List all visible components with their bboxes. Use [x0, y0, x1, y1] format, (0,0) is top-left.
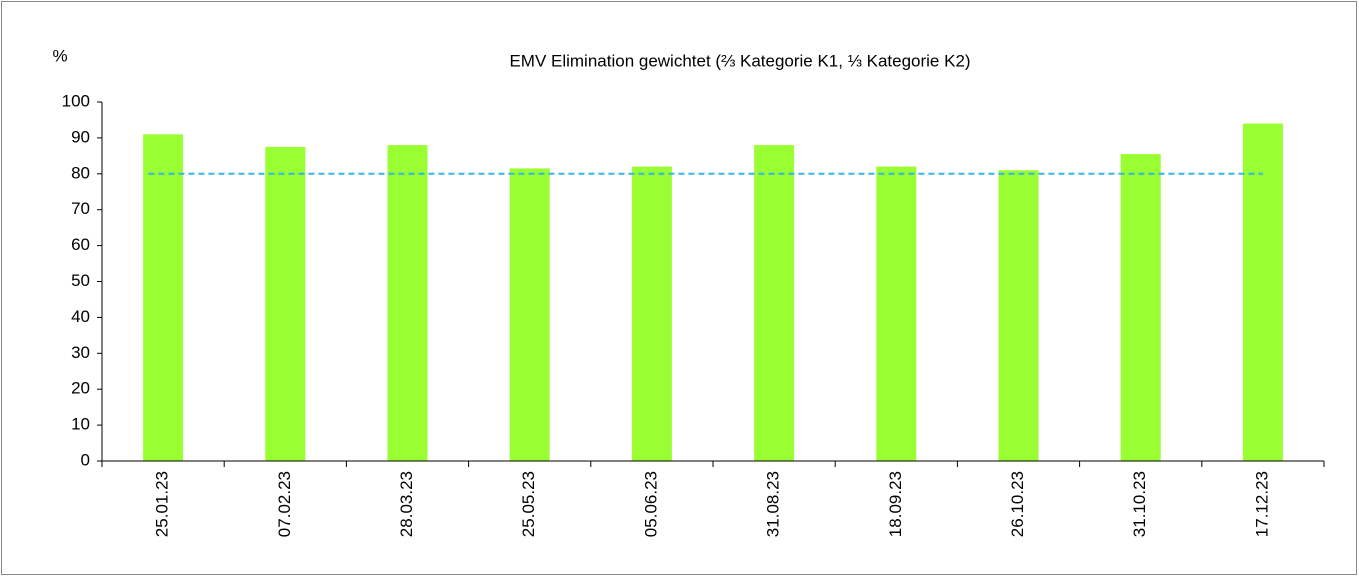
y-tick-label: 10 [71, 415, 90, 434]
bar [1120, 154, 1161, 461]
y-tick-label: 70 [71, 199, 90, 218]
x-tick-label: 26.10.23 [1008, 471, 1027, 537]
x-tick-label: 25.05.23 [519, 471, 538, 537]
x-tick-label: 31.08.23 [764, 471, 783, 537]
y-tick-label: 60 [71, 235, 90, 254]
y-tick-label: 80 [71, 163, 90, 182]
chart-title: EMV Elimination gewichtet (⅔ Kategorie K… [509, 51, 970, 70]
bar [631, 166, 672, 461]
y-tick-label: 90 [71, 127, 90, 146]
bar [143, 134, 184, 461]
x-tick-label: 07.02.23 [275, 471, 294, 537]
bar [265, 146, 306, 461]
x-tick-label: 28.03.23 [397, 471, 416, 537]
y-axis-label: % [52, 46, 67, 65]
bar [1242, 123, 1283, 461]
y-tick-label: 50 [71, 271, 90, 290]
y-tick-label: 30 [71, 343, 90, 362]
bar [876, 166, 917, 461]
y-tick-label: 20 [71, 379, 90, 398]
x-tick-label: 18.09.23 [886, 471, 905, 537]
x-tick-label: 31.10.23 [1130, 471, 1149, 537]
y-tick-label: 40 [71, 307, 90, 326]
x-tick-label: 25.01.23 [153, 471, 172, 537]
bar [998, 170, 1039, 461]
x-tick-label: 17.12.23 [1252, 471, 1271, 537]
bar [754, 145, 795, 461]
y-tick-label: 100 [62, 91, 90, 110]
x-tick-label: 05.06.23 [641, 471, 660, 537]
bar [509, 168, 550, 462]
y-tick-label: 0 [81, 450, 90, 469]
bar [387, 145, 428, 461]
